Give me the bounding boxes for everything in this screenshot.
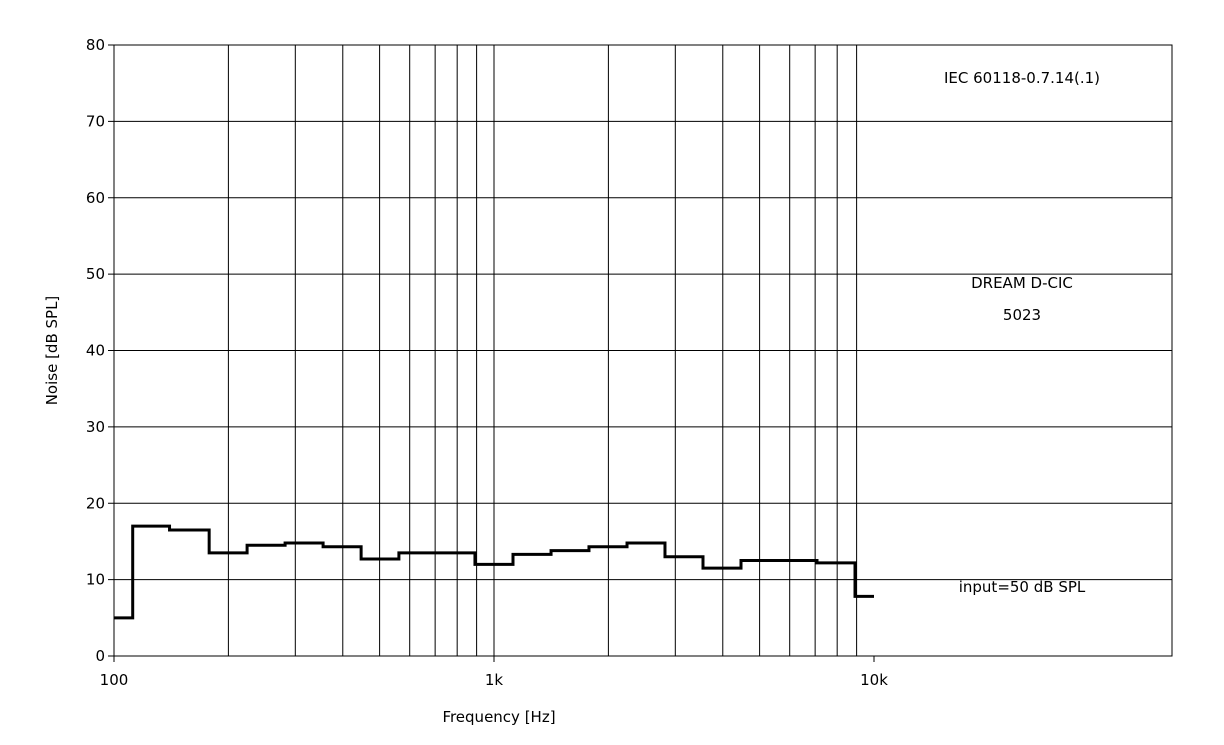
device-serial-annotation: 5023 — [1003, 306, 1041, 324]
y-axis-title: Noise [dB SPL] — [43, 296, 61, 406]
y-tick-label: 10 — [86, 571, 105, 589]
input-level-annotation: input=50 dB SPL — [959, 578, 1086, 596]
tick-layer: 0 10 20 30 40 50 60 70 80 100 1k 10k — [86, 36, 888, 689]
x-tick-label: 10k — [860, 671, 888, 689]
noise-step-line — [114, 524, 874, 620]
series-layer — [114, 524, 874, 620]
y-tick-label: 50 — [86, 265, 105, 283]
x-axis-title: Frequency [Hz] — [442, 708, 555, 726]
y-tick-label: 80 — [86, 36, 105, 54]
y-tick-label: 40 — [86, 342, 105, 360]
y-tick-label: 70 — [86, 112, 105, 130]
y-tick-label: 20 — [86, 494, 105, 512]
grid — [114, 44, 1172, 657]
y-tick-label: 30 — [86, 418, 105, 436]
device-name-annotation: DREAM D-CIC — [971, 274, 1073, 292]
y-tick-label: 60 — [86, 189, 105, 207]
x-tick-label: 1k — [485, 671, 504, 689]
y-tick-label: 0 — [95, 647, 105, 665]
standard-annotation: IEC 60118-0.7.14(.1) — [944, 69, 1100, 87]
x-tick-label: 100 — [100, 671, 129, 689]
